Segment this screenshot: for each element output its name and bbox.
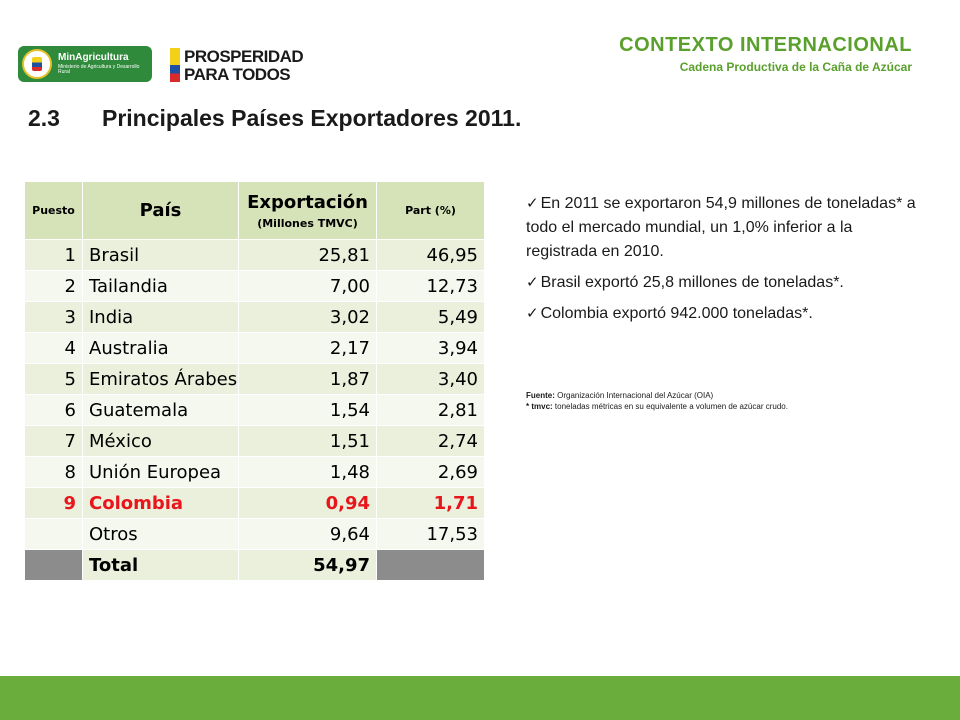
cell-pais: Emiratos Árabes bbox=[82, 363, 239, 395]
cell-exportacion: 1,54 bbox=[238, 394, 377, 426]
list-item: ✓ Colombia exportó 942.000 toneladas*. bbox=[526, 302, 926, 326]
source-label: Fuente: bbox=[526, 391, 555, 400]
cell-exportacion: 1,87 bbox=[238, 363, 377, 395]
col-header-exportacion-unit: (Millones TMVC) bbox=[257, 216, 358, 230]
cell-exportacion: 1,48 bbox=[238, 456, 377, 488]
prosperidad-logo-line2: PARA TODOS bbox=[184, 65, 291, 84]
cell-pais: Brasil bbox=[82, 239, 239, 271]
context-subtitle: Cadena Productiva de la Caña de Azúcar bbox=[679, 60, 912, 74]
cell-part: 12,73 bbox=[376, 270, 485, 302]
list-item: ✓ Brasil exportó 25,8 millones de tonelad… bbox=[526, 271, 926, 295]
cell-puesto: 9 bbox=[24, 487, 83, 519]
cell-total-part-blank bbox=[376, 549, 485, 581]
cell-puesto: 3 bbox=[24, 301, 83, 333]
cell-part: 2,81 bbox=[376, 394, 485, 426]
cell-puesto: 8 bbox=[24, 456, 83, 488]
source-text: Organización Internacional del Azúcar (O… bbox=[557, 391, 714, 400]
cell-total-blank bbox=[24, 549, 83, 581]
tmvc-line: * tmvc: toneladas métricas en su equival… bbox=[526, 401, 926, 412]
checkmark-icon: ✓ bbox=[526, 195, 539, 212]
cell-part: 2,74 bbox=[376, 425, 485, 457]
cell-puesto bbox=[24, 518, 83, 550]
cell-puesto: 7 bbox=[24, 425, 83, 457]
colombia-flag-icon bbox=[170, 48, 180, 82]
table-row: 6 Guatemala 1,54 2,81 bbox=[24, 394, 485, 426]
cell-exportacion: 1,51 bbox=[238, 425, 377, 457]
col-header-pais: País bbox=[82, 181, 239, 240]
table-row-colombia: 9 Colombia 0,94 1,71 bbox=[24, 487, 485, 519]
cell-part: 3,94 bbox=[376, 332, 485, 364]
checkmark-icon: ✓ bbox=[526, 305, 539, 322]
cell-puesto: 6 bbox=[24, 394, 83, 426]
cell-pais: Unión Europea bbox=[82, 456, 239, 488]
table-row: 7 México 1,51 2,74 bbox=[24, 425, 485, 457]
cell-exportacion: 3,02 bbox=[238, 301, 377, 333]
section-number: 2.3 bbox=[28, 105, 60, 131]
cell-part: 5,49 bbox=[376, 301, 485, 333]
footer-bar bbox=[0, 676, 960, 720]
section-heading: 2.3 Principales Países Exportadores 2011. bbox=[28, 105, 521, 132]
cell-pais: India bbox=[82, 301, 239, 333]
prosperidad-logo-line1: PROSPERIDAD bbox=[184, 47, 304, 66]
cell-puesto: 1 bbox=[24, 239, 83, 271]
bullet-text: En 2011 se exportaron 54,9 millones de t… bbox=[526, 195, 916, 260]
cell-exportacion: 7,00 bbox=[238, 270, 377, 302]
cell-puesto: 5 bbox=[24, 363, 83, 395]
list-item: ✓ En 2011 se exportaron 54,9 millones de … bbox=[526, 192, 926, 264]
source-line: Fuente: Organización Internacional del A… bbox=[526, 390, 926, 401]
exporters-table: Puesto País Exportación (Millones TMVC) … bbox=[24, 181, 485, 581]
ministry-logo-name: MinAgricultura bbox=[58, 52, 129, 63]
col-header-exportacion: Exportación (Millones TMVC) bbox=[238, 181, 377, 240]
table-row: 1 Brasil 25,81 46,95 bbox=[24, 239, 485, 271]
source-notes: Fuente: Organización Internacional del A… bbox=[526, 390, 926, 412]
cell-part: 17,53 bbox=[376, 518, 485, 550]
cell-total-exportacion: 54,97 bbox=[238, 549, 377, 581]
bullet-text: Brasil exportó 25,8 millones de tonelada… bbox=[540, 274, 844, 291]
cell-exportacion: 0,94 bbox=[238, 487, 377, 519]
cell-total-label: Total bbox=[82, 549, 239, 581]
cell-part: 2,69 bbox=[376, 456, 485, 488]
tmvc-label: * tmvc: bbox=[526, 402, 553, 411]
cell-puesto: 4 bbox=[24, 332, 83, 364]
table-total-row: Total 54,97 bbox=[24, 549, 485, 581]
colombia-seal-icon bbox=[22, 49, 52, 79]
ministry-logo-subtitle: Ministerio de Agricultura y Desarrollo R… bbox=[58, 64, 140, 75]
context-title: CONTEXTO INTERNACIONAL bbox=[619, 34, 912, 56]
tmvc-text: toneladas métricas en su equivalente a v… bbox=[554, 402, 788, 411]
table-row: 4 Australia 2,17 3,94 bbox=[24, 332, 485, 364]
table-row: 5 Emiratos Árabes 1,87 3,40 bbox=[24, 363, 485, 395]
cell-exportacion: 9,64 bbox=[238, 518, 377, 550]
bullet-text: Colombia exportó 942.000 toneladas*. bbox=[540, 305, 813, 322]
cell-pais: México bbox=[82, 425, 239, 457]
key-facts-list: ✓ En 2011 se exportaron 54,9 millones de … bbox=[526, 192, 926, 333]
col-header-puesto: Puesto bbox=[24, 181, 83, 240]
table-row: Otros 9,64 17,53 bbox=[24, 518, 485, 550]
cell-pais: Colombia bbox=[82, 487, 239, 519]
cell-pais: Guatemala bbox=[82, 394, 239, 426]
cell-exportacion: 2,17 bbox=[238, 332, 377, 364]
cell-part: 46,95 bbox=[376, 239, 485, 271]
table-row: 2 Tailandia 7,00 12,73 bbox=[24, 270, 485, 302]
cell-exportacion: 25,81 bbox=[238, 239, 377, 271]
col-header-part: Part (%) bbox=[376, 181, 485, 240]
cell-pais: Tailandia bbox=[82, 270, 239, 302]
cell-part: 1,71 bbox=[376, 487, 485, 519]
section-title: Principales Países Exportadores 2011. bbox=[102, 105, 522, 131]
minagricultura-logo: MinAgricultura Ministerio de Agricultura… bbox=[18, 46, 152, 82]
col-header-exportacion-label: Exportación bbox=[247, 191, 368, 213]
table-header-row: Puesto País Exportación (Millones TMVC) … bbox=[24, 181, 485, 240]
prosperidad-para-todos-logo: PROSPERIDAD PARA TODOS bbox=[170, 46, 310, 84]
checkmark-icon: ✓ bbox=[526, 274, 539, 291]
table-row: 8 Unión Europea 1,48 2,69 bbox=[24, 456, 485, 488]
cell-part: 3,40 bbox=[376, 363, 485, 395]
cell-puesto: 2 bbox=[24, 270, 83, 302]
cell-pais: Otros bbox=[82, 518, 239, 550]
cell-pais: Australia bbox=[82, 332, 239, 364]
table-row: 3 India 3,02 5,49 bbox=[24, 301, 485, 333]
